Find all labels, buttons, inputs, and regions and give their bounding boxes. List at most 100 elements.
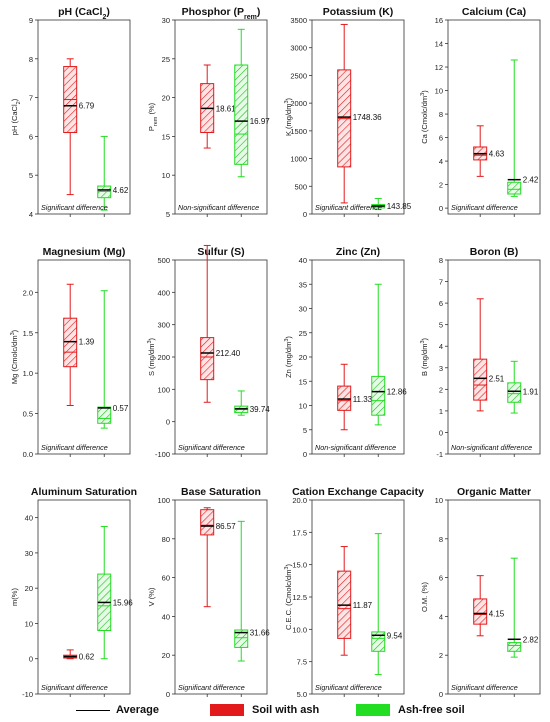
mean-label: 18.61 bbox=[216, 104, 237, 113]
y-tick-label: 500 bbox=[294, 182, 307, 191]
y-tick-label: 3 bbox=[439, 364, 443, 373]
mean-label: 2.42 bbox=[523, 176, 539, 185]
chart-title: Base Saturation bbox=[181, 486, 261, 498]
chart-panel-12: Organic Matter 0 2 4 6 8 10 O.M. (%) 4.15 2.82 Sig… bbox=[420, 486, 541, 699]
mean-label: 86.57 bbox=[216, 522, 237, 531]
chart-title: pH (CaCl2) bbox=[58, 6, 110, 21]
significance-note: Significant difference bbox=[451, 683, 518, 692]
box-soil-with-ash: 1.39 bbox=[63, 283, 95, 406]
significance-note: Non-significant difference bbox=[178, 203, 259, 212]
box-iqr bbox=[234, 64, 249, 165]
y-tick-label: 10 bbox=[435, 87, 443, 96]
y-tick-label: 15 bbox=[299, 377, 307, 386]
y-tick-label: 1.5 bbox=[23, 329, 33, 338]
y-tick-label: 60 bbox=[162, 574, 170, 583]
y-tick-label: 7.5 bbox=[297, 658, 307, 667]
legend-soil-with-ash: Soil with ash bbox=[210, 702, 319, 718]
y-tick-label: 0 bbox=[439, 428, 443, 437]
y-axis-label: m(%) bbox=[10, 588, 19, 606]
plot-frame bbox=[37, 19, 131, 215]
legend-soil-with-ash-label: Soil with ash bbox=[252, 704, 320, 716]
legend-ash-free: Ash-free soil bbox=[356, 702, 465, 718]
box-iqr bbox=[371, 375, 386, 416]
chart-panel-8: Boron (B) -1 0 1 2 3 4 5 6 7 8 B (mg/dm3) 2.51 1.91 No… bbox=[420, 246, 541, 459]
y-axis-label: pH (CaCl2) bbox=[10, 98, 22, 135]
chart-panel-6: Sulfur (S) -100 0 100 200 300 400 500 S (mg/dm3)… bbox=[147, 244, 270, 459]
box-iqr bbox=[507, 642, 522, 652]
chart-title: Potassium (K) bbox=[323, 6, 394, 18]
y-tick-label: 10 bbox=[435, 496, 443, 505]
y-tick-label: 80 bbox=[162, 535, 170, 544]
box-ash-free: 2.82 bbox=[507, 557, 539, 658]
box-soil-with-ash: 212.40 bbox=[200, 244, 241, 403]
y-axis-label: B (mg/dm3) bbox=[420, 337, 429, 376]
y-tick-label: 5 bbox=[303, 426, 307, 435]
chart-title: Calcium (Ca) bbox=[462, 6, 526, 18]
box-ash-free: 16.97 bbox=[234, 28, 270, 178]
box-ash-free: 4.62 bbox=[97, 135, 129, 211]
mean-label: 2.51 bbox=[489, 374, 505, 383]
box-soil-with-ash: 18.61 bbox=[200, 64, 237, 149]
box-iqr bbox=[371, 631, 386, 652]
mean-label: 9.54 bbox=[387, 631, 403, 640]
y-tick-label: 5.0 bbox=[297, 690, 307, 699]
y-tick-label: 40 bbox=[162, 612, 170, 621]
legend: Average Soil with ash Ash-free soil bbox=[0, 698, 550, 720]
y-axis-label: Zn (mg/dm3) bbox=[284, 336, 293, 378]
y-tick-label: 10 bbox=[299, 402, 307, 411]
y-tick-label: 40 bbox=[299, 256, 307, 265]
legend-ash-free-swatch bbox=[356, 704, 390, 716]
mean-label: 0.57 bbox=[113, 404, 129, 413]
y-tick-label: 15.0 bbox=[292, 561, 307, 570]
y-tick-label: 6 bbox=[439, 299, 443, 308]
y-tick-label: 30 bbox=[299, 305, 307, 314]
y-tick-label: 20 bbox=[299, 353, 307, 362]
significance-note: Significant difference bbox=[451, 203, 518, 212]
box-soil-with-ash: 86.57 bbox=[200, 507, 237, 608]
y-tick-label: 1 bbox=[439, 407, 443, 416]
mean-label: 4.62 bbox=[113, 186, 129, 195]
y-tick-label: 200 bbox=[157, 353, 170, 362]
y-tick-label: 100 bbox=[157, 496, 170, 505]
significance-note: Non-significant difference bbox=[451, 443, 532, 452]
y-tick-label: 8 bbox=[439, 110, 443, 119]
y-axis-label: C.E.C. (Cmolc/dm3) bbox=[284, 564, 293, 630]
plot-frame bbox=[37, 259, 131, 455]
chart-title: Magnesium (Mg) bbox=[43, 246, 126, 258]
box-soil-with-ash: 1748.36 bbox=[337, 23, 382, 204]
y-tick-label: 20.0 bbox=[292, 496, 307, 505]
box-iqr bbox=[507, 181, 522, 195]
significance-note: Significant difference bbox=[41, 683, 108, 692]
y-tick-label: 4 bbox=[439, 612, 443, 621]
legend-ash-free-label: Ash-free soil bbox=[398, 704, 465, 716]
y-tick-label: 5 bbox=[166, 210, 170, 219]
y-tick-label: 1000 bbox=[290, 155, 307, 164]
plot-frame bbox=[447, 259, 541, 455]
significance-note: Significant difference bbox=[315, 203, 382, 212]
chart-panel-10: Base Saturation 0 20 40 60 80 100 V (%) 86.57 31.… bbox=[147, 486, 270, 699]
y-tick-label: 8 bbox=[439, 535, 443, 544]
chart-title: Cation Exchange Capacity bbox=[292, 486, 424, 498]
y-tick-label: 0.5 bbox=[23, 410, 33, 419]
chart-panel-3: Potassium (K) 0 500 1000 1500 2000 2500 3000 350… bbox=[284, 6, 412, 219]
significance-note: Significant difference bbox=[41, 203, 108, 212]
chart-title: Organic Matter bbox=[457, 486, 531, 498]
box-soil-with-ash: 4.15 bbox=[473, 575, 505, 637]
y-tick-label: 10 bbox=[25, 619, 33, 628]
y-tick-label: 5 bbox=[439, 321, 443, 330]
y-tick-label: 100 bbox=[157, 385, 170, 394]
y-axis-label: K (mg/dm3) bbox=[284, 97, 293, 136]
chart-panel-1: pH (CaCl2) 4 5 6 7 8 9 pH (CaCl2) 6.79 4.62 Signif… bbox=[10, 6, 131, 219]
y-tick-label: 4 bbox=[439, 157, 443, 166]
mean-label: 11.33 bbox=[353, 395, 373, 404]
y-axis-label: S (mg/dm3) bbox=[147, 337, 156, 376]
y-tick-label: -10 bbox=[22, 690, 33, 699]
y-tick-label: 2000 bbox=[290, 99, 307, 108]
box-ash-free: 0.57 bbox=[97, 290, 129, 429]
y-tick-label: 3000 bbox=[290, 44, 307, 53]
significance-note: Significant difference bbox=[178, 443, 245, 452]
box-ash-free: 31.66 bbox=[234, 520, 270, 662]
y-tick-label: 1500 bbox=[290, 127, 307, 136]
plot-frame bbox=[447, 19, 541, 215]
